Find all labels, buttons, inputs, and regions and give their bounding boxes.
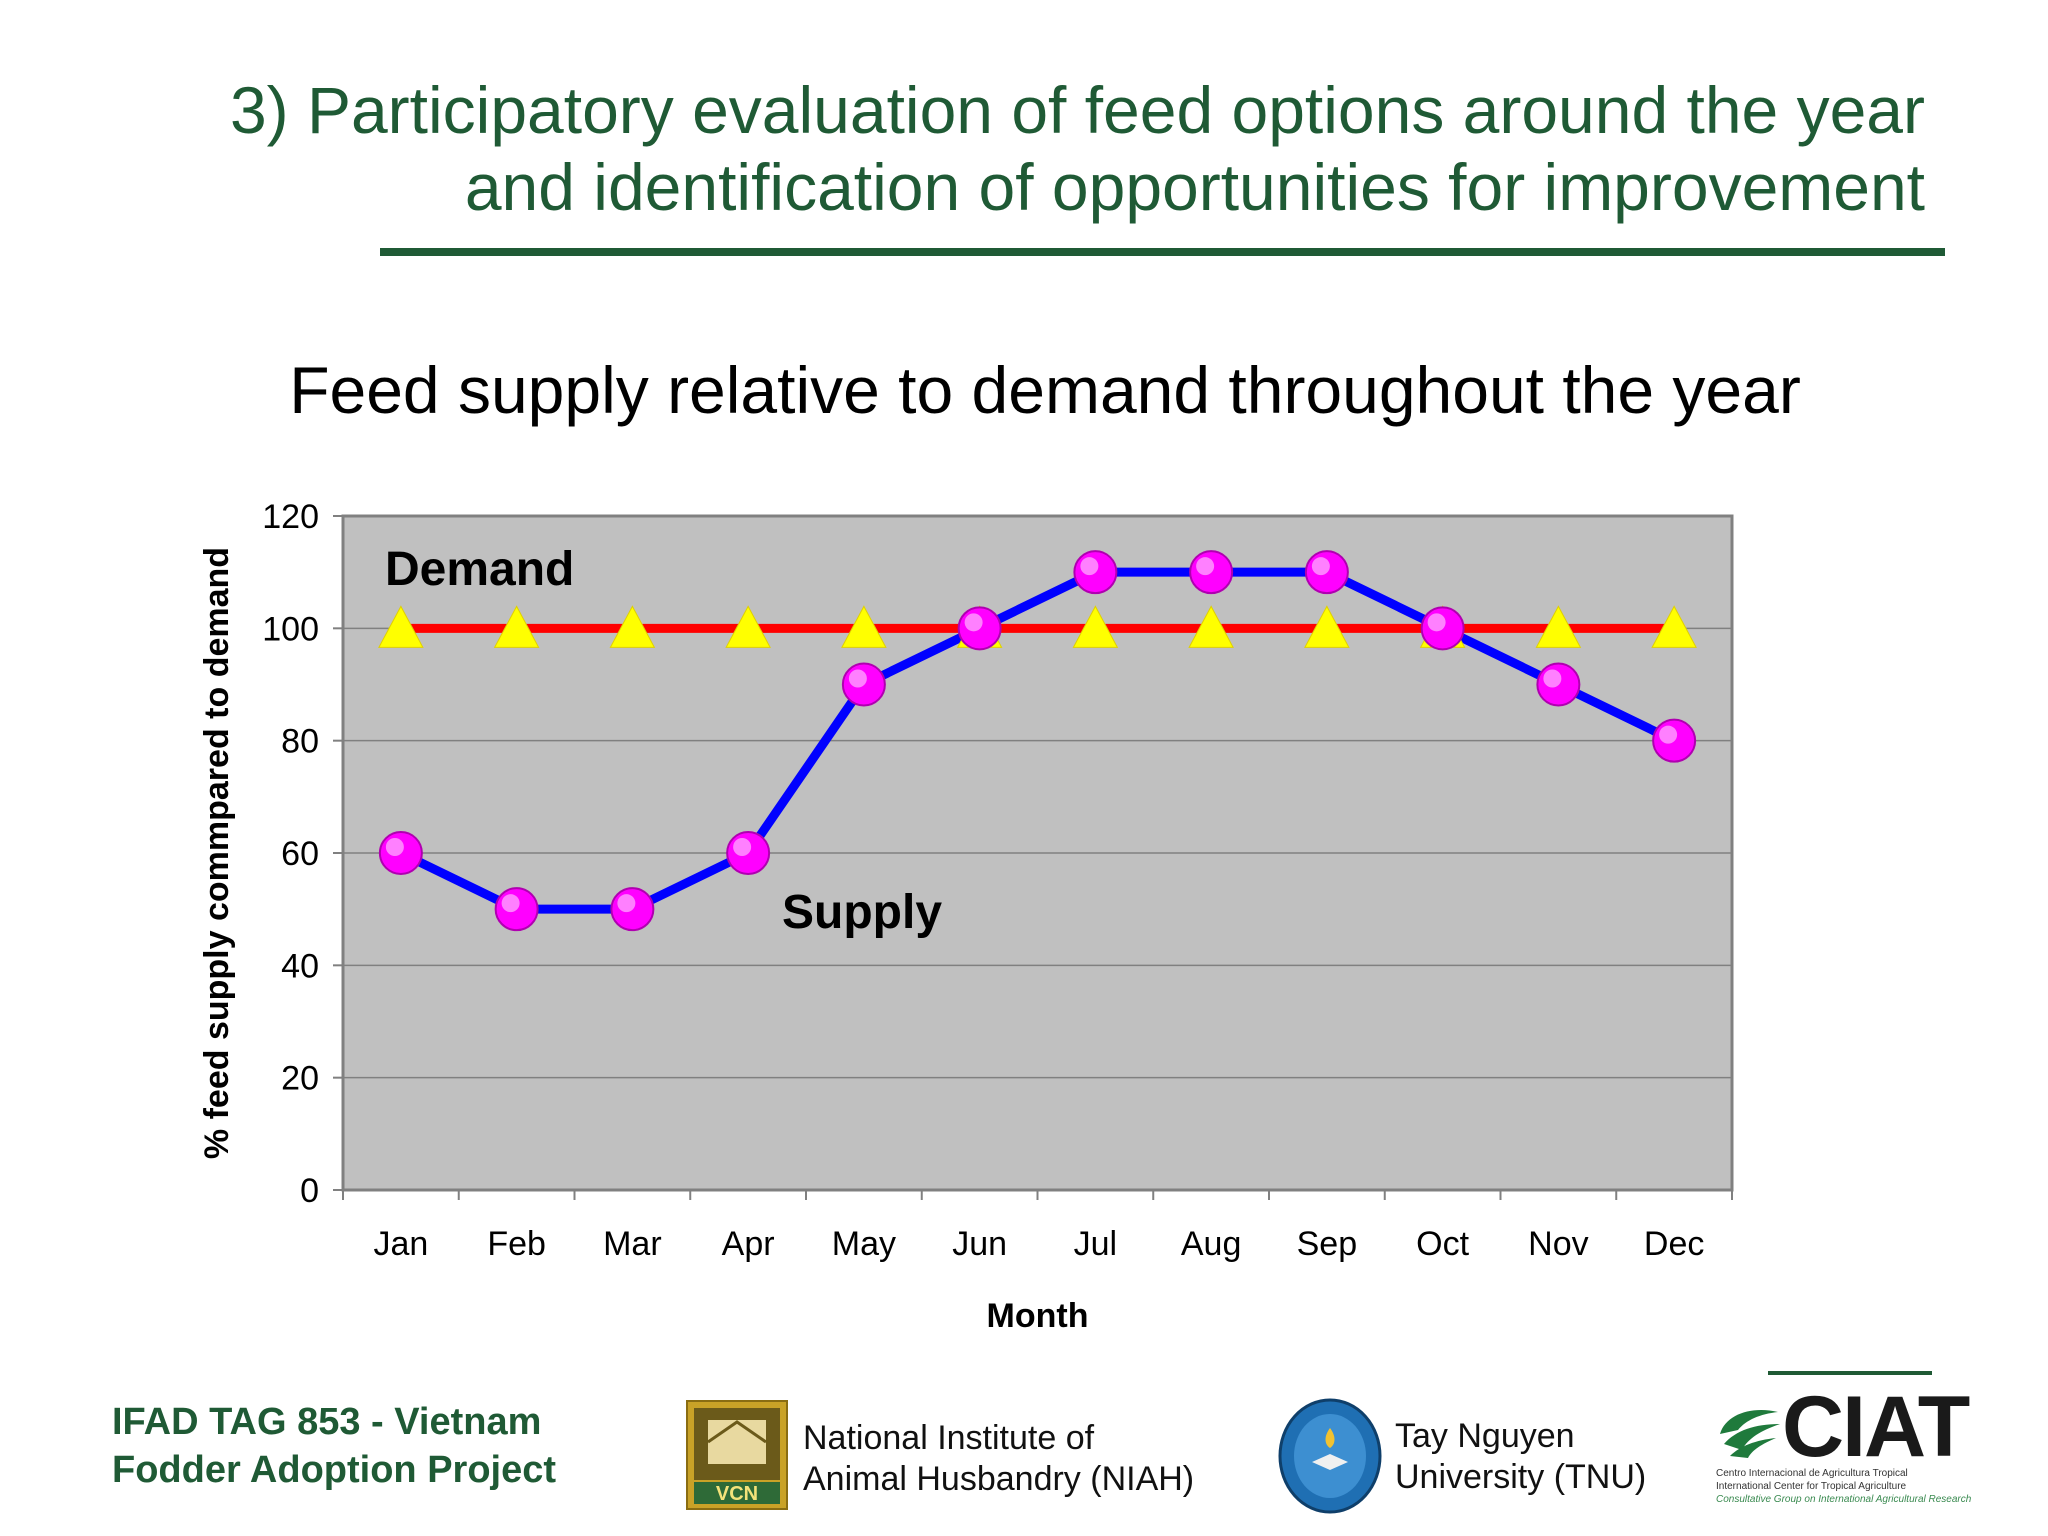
supply-marker-highlight bbox=[1543, 669, 1562, 688]
project-name-line1: IFAD TAG 853 - Vietnam bbox=[112, 1401, 542, 1443]
x-tick-label: Sep bbox=[1297, 1225, 1358, 1263]
x-tick-label: Feb bbox=[487, 1225, 546, 1263]
supply-label: Supply bbox=[782, 886, 942, 939]
ciat-rule bbox=[1768, 1371, 1932, 1375]
supply-marker-highlight bbox=[385, 838, 404, 856]
supply-marker-highlight bbox=[1427, 613, 1446, 632]
title-underline bbox=[380, 248, 1945, 256]
y-tick-label: 40 bbox=[281, 947, 319, 985]
ciat-subtitle-1: Centro Internacional de Agricultura Trop… bbox=[1716, 1468, 1908, 1479]
tnu-name: Tay Nguyen University (TNU) bbox=[1395, 1416, 1646, 1498]
project-name: IFAD TAG 853 - Vietnam Fodder Adoption P… bbox=[112, 1398, 556, 1494]
y-axis-title: % feed supply commpared to demand bbox=[198, 547, 236, 1159]
supply-marker-highlight bbox=[964, 613, 983, 632]
niah-name-line2: Animal Husbandry (NIAH) bbox=[803, 1460, 1195, 1498]
supply-marker-highlight bbox=[1080, 557, 1099, 576]
niah-logo: VCN bbox=[686, 1400, 788, 1510]
demand-marker bbox=[493, 605, 540, 648]
y-tick-label: 20 bbox=[281, 1060, 319, 1098]
demand-marker bbox=[1535, 605, 1582, 648]
y-tick-label: 100 bbox=[262, 610, 319, 648]
line-chart: 0 20 40 60 80 100 120 Jan Feb Mar Apr May Jun Jul Aug S… bbox=[198, 498, 1734, 1335]
ciat-subtitle-3: Consultative Group on International Agri… bbox=[1716, 1494, 1972, 1505]
x-tick-label: Apr bbox=[722, 1225, 775, 1263]
x-tick-label: Nov bbox=[1528, 1225, 1588, 1263]
x-axis-title: Month bbox=[987, 1297, 1089, 1335]
demand-marker bbox=[378, 605, 424, 648]
slide-title-line2: and identification of opportunities for … bbox=[464, 150, 1925, 224]
demand-marker bbox=[725, 605, 771, 648]
x-tick-label: Aug bbox=[1181, 1225, 1242, 1263]
chart-title: Feed supply relative to demand throughou… bbox=[289, 353, 1801, 427]
y-tick-label: 0 bbox=[300, 1172, 319, 1210]
x-tick-label: Mar bbox=[603, 1225, 662, 1263]
x-tick-label: Jun bbox=[952, 1225, 1007, 1263]
slide-title-line1: 3) Participatory evaluation of feed opti… bbox=[229, 73, 1925, 147]
niah-logo-text: VCN bbox=[716, 1483, 758, 1505]
y-tick-label: 60 bbox=[281, 835, 319, 873]
x-tick-label: May bbox=[832, 1225, 896, 1263]
x-tick-label: Oct bbox=[1416, 1225, 1469, 1263]
globe-icon bbox=[1720, 1410, 1780, 1458]
demand-marker bbox=[1188, 605, 1234, 648]
demand-marker bbox=[1072, 605, 1119, 648]
niah-name-line1: National Institute of bbox=[803, 1419, 1095, 1457]
niah-name: National Institute of Animal Husbandry (… bbox=[803, 1418, 1194, 1500]
x-tick-label: Jul bbox=[1074, 1225, 1117, 1263]
demand-marker bbox=[609, 605, 656, 648]
supply-marker-highlight bbox=[1659, 725, 1678, 744]
ciat-wordmark: CIAT bbox=[1782, 1379, 1970, 1475]
tnu-name-line1: Tay Nguyen bbox=[1395, 1417, 1575, 1455]
tnu-logo bbox=[1278, 1398, 1382, 1514]
supply-marker-highlight bbox=[501, 894, 520, 913]
x-tick-label: Dec bbox=[1644, 1225, 1704, 1263]
supply-marker-highlight bbox=[1196, 557, 1215, 576]
supply-marker-highlight bbox=[617, 894, 636, 913]
slide-title: 3) Participatory evaluation of feed opti… bbox=[120, 72, 1925, 226]
demand-label: Demand bbox=[385, 543, 574, 596]
demand-marker bbox=[1304, 605, 1350, 648]
x-tick-label: Jan bbox=[373, 1225, 428, 1263]
demand-marker bbox=[841, 605, 887, 648]
supply-marker-highlight bbox=[1311, 557, 1330, 576]
tnu-name-line2: University (TNU) bbox=[1395, 1458, 1647, 1496]
supply-marker-highlight bbox=[733, 838, 752, 856]
y-tick-label: 80 bbox=[281, 723, 319, 761]
project-name-line2: Fodder Adoption Project bbox=[112, 1449, 557, 1491]
demand-marker bbox=[1651, 605, 1697, 648]
y-tick-label: 120 bbox=[262, 498, 319, 536]
ciat-subtitle-2: International Center for Tropical Agricu… bbox=[1716, 1481, 1907, 1492]
supply-marker-highlight bbox=[848, 669, 867, 688]
